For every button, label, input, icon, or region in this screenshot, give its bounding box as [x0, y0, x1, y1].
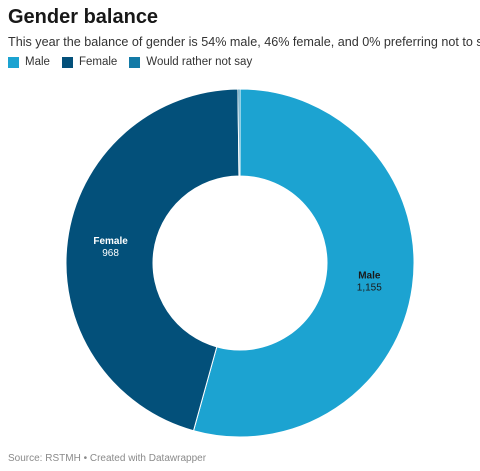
chart-title: Gender balance	[8, 6, 159, 28]
legend-label-female: Female	[78, 56, 118, 68]
slice-male	[192, 88, 415, 438]
slice-female	[65, 88, 240, 432]
legend-swatch-male	[8, 56, 19, 68]
slice-label-value: 1,155	[357, 283, 382, 294]
legend-label-male: Male	[25, 56, 50, 68]
legend-swatch-female	[61, 56, 73, 68]
slice-label-name: Male	[358, 271, 381, 282]
slice-label-female: Female 968	[93, 236, 128, 259]
legend-item-male: Male	[8, 56, 50, 68]
chart-subtitle: This year the balance of gender is 54% m…	[8, 35, 480, 49]
legend: Male Female Would rather not say	[8, 56, 264, 68]
source-footer: Source: RSTMH • Created with Datawrapper	[8, 453, 207, 464]
legend-swatch-rather-not-say	[129, 56, 141, 68]
slice-label-name: Female	[93, 236, 128, 247]
slice-label-male: Male 1,155	[357, 271, 382, 294]
slice-would-rather-not-say	[237, 88, 241, 177]
donut-chart: Male 1,155 Female 968	[65, 88, 415, 438]
legend-item-female: Female	[61, 56, 118, 68]
slice-label-value: 968	[102, 248, 119, 259]
legend-label-rather-not-say: Would rather not say	[146, 56, 253, 68]
legend-item-rather-not-say: Would rather not say	[129, 56, 252, 68]
